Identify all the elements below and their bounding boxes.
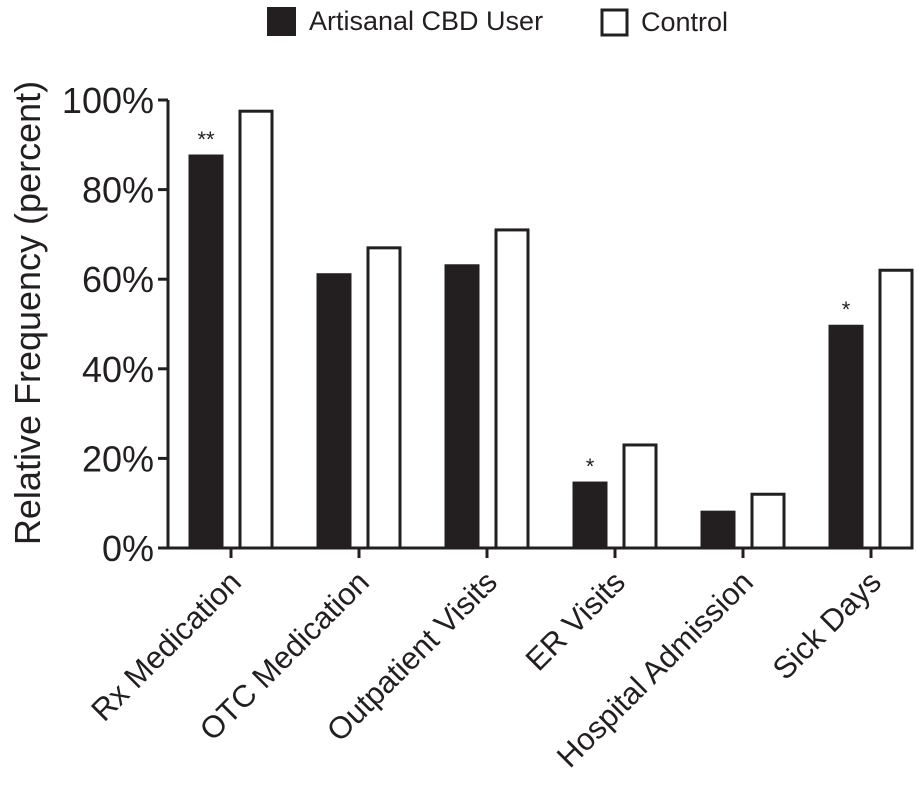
- bar-control-4: [750, 492, 786, 550]
- significance-label: *: [586, 454, 595, 479]
- y-tick-label: 100%: [62, 80, 154, 121]
- bar-cbd-user-2: [444, 264, 480, 550]
- legend-label-cbd-user: Artisanal CBD User: [309, 6, 543, 36]
- x-tick-label: Sick Days: [766, 564, 888, 686]
- bar-cbd-user-5: [828, 324, 864, 550]
- y-tick-label: 0%: [102, 528, 154, 569]
- bar-control-0: [238, 109, 274, 550]
- significance-label: *: [842, 297, 851, 322]
- x-tick-label: ER Visits: [519, 564, 632, 677]
- significance-label: **: [197, 127, 215, 152]
- y-tick-label: 80%: [82, 170, 154, 211]
- bar-control-2: [494, 228, 530, 550]
- legend: Artisanal CBD User Control: [267, 6, 728, 37]
- legend-swatch-control: [600, 8, 629, 37]
- legend-swatch-cbd-user: [267, 7, 296, 36]
- bar-control-1: [366, 246, 402, 550]
- bar-cbd-user-1: [316, 273, 352, 550]
- y-tick-label: 20%: [82, 438, 154, 479]
- bar-control-5: [878, 268, 914, 550]
- bar-control-3: [622, 443, 658, 550]
- bar-cbd-user-0: [188, 154, 224, 550]
- y-tick-label: 60%: [82, 259, 154, 300]
- y-tick-label: 40%: [82, 349, 154, 390]
- bar-cbd-user-4: [700, 510, 736, 550]
- legend-label-control: Control: [641, 7, 728, 37]
- bar-cbd-user-3: [572, 481, 608, 550]
- y-axis-title: Relative Frequency (percent): [7, 81, 48, 545]
